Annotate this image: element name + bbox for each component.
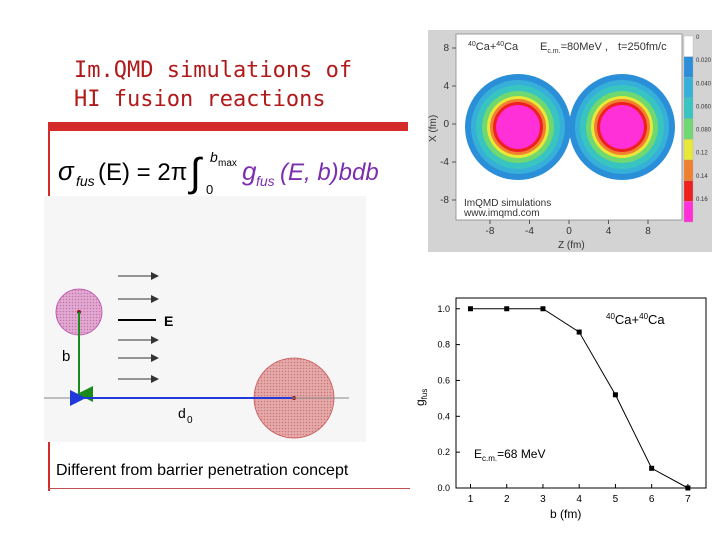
colorbar-swatch <box>683 118 694 140</box>
density-ylabel: X (fm) <box>428 115 439 142</box>
colorbar-tick-label: 0.080 <box>696 128 712 134</box>
chart-energy-label: Ec.m.=68 MeV <box>474 447 546 463</box>
time-label: t=250fm/c <box>618 41 667 53</box>
colorbar-swatch <box>683 201 694 223</box>
title-underline-bar <box>48 122 408 131</box>
colorbar-tick-label: 0.040 <box>696 81 712 87</box>
density-y-tick-label: 4 <box>443 81 449 92</box>
chart-y-tick-label: 0.6 <box>437 375 450 385</box>
chart-y-tick-label: 0.8 <box>437 340 450 350</box>
chart-data-point <box>576 329 582 335</box>
chart-y-tick-label: 1.0 <box>437 304 450 314</box>
distance-label-sub: 0 <box>187 415 193 426</box>
chart-x-tick-label: 6 <box>649 494 655 505</box>
colorbar-swatch <box>683 180 694 202</box>
chart-x-tick-label: 2 <box>504 494 510 505</box>
chart-x-tick-label: 5 <box>613 494 619 505</box>
colorbar-swatch <box>683 35 694 57</box>
chart-data-point <box>540 306 546 312</box>
fusion-probability-svg: 1 2 3 4 5 6 7 0.0 0.2 0.4 0.6 0.8 1.0 40Ca+40Ca Ec.m… <box>413 297 707 521</box>
chart-x-tick-label: 1 <box>468 494 474 505</box>
density-y-tick-label: -8 <box>440 195 449 206</box>
reaction-label: 40Ca+40Ca <box>468 41 519 53</box>
chart-x-tick-label: 3 <box>540 494 546 505</box>
chart-axis-ticks: 1 2 3 4 5 6 7 0.0 0.2 0.4 0.6 0.8 1.0 <box>437 304 691 505</box>
fusion-probability-chart: 1 2 3 4 5 6 7 0.0 0.2 0.4 0.6 0.8 1.0 40Ca+40Ca Ec.m… <box>410 296 710 524</box>
chart-legend-reaction: 40Ca+40Ca <box>606 312 665 327</box>
chart-data-point <box>649 465 655 471</box>
density-x-tick-label: -8 <box>486 226 495 237</box>
density-y-tick-label: -4 <box>440 157 449 168</box>
energy-label: E <box>164 313 173 329</box>
formula-g: g <box>242 156 257 186</box>
energy-label: Ec.m.=80MeV , <box>540 41 608 55</box>
density-y-tick-label: 8 <box>443 43 449 54</box>
simulation-credit-line-1: ImQMD simulations <box>464 198 551 209</box>
formula-g-arg: (E, b)bdb <box>280 159 379 186</box>
colorbar-swatch <box>683 97 694 119</box>
colorbar-tick-label: 0.14 <box>696 174 708 180</box>
formula-upper-limit: b <box>210 150 218 165</box>
cross-section-formula: σ fus (E) = 2π ∫ b max 0 g fus (E, b)bdb <box>58 150 379 197</box>
formula-sigma-sub: fus <box>76 173 95 189</box>
density-xlabel: Z (fm) <box>558 240 585 251</box>
chart-data-point <box>504 306 510 312</box>
chart-ylabel: gfus <box>413 389 429 406</box>
chart-x-tick-label: 4 <box>576 494 582 505</box>
colorbar-swatch <box>683 56 694 78</box>
density-x-tick-label: 4 <box>606 226 612 237</box>
slide-title: Im.QMD simulations of HI fusion reaction… <box>74 56 404 114</box>
colorbar-tick-label: 0.12 <box>696 151 708 157</box>
density-x-tick-label: -4 <box>525 226 534 237</box>
colorbar-swatch <box>683 159 694 181</box>
chart-xlabel: b (fm) <box>550 507 581 521</box>
colorbar-swatch <box>683 139 694 161</box>
colorbar-tick-label: 0.16 <box>696 197 708 203</box>
chart-data-point <box>685 485 691 491</box>
density-colorbar: 0 0.020 0.040 0.060 0.080 0.12 0.14 0.16 <box>683 35 712 223</box>
density-plot-svg: 40Ca+40Ca Ec.m.=80MeV , t=250fm/c ImQMD … <box>428 30 712 252</box>
chart-y-tick-label: 0.4 <box>437 411 450 421</box>
colorbar-tick-label: 0 <box>696 35 700 41</box>
nucleus-right <box>569 74 675 180</box>
formula-upper-limit-sub: max <box>218 158 237 169</box>
density-x-tick-label: 8 <box>645 226 651 237</box>
caption: Different from barrier penetration conce… <box>56 462 349 479</box>
simulation-credit-line-2: www.imqmd.com <box>463 208 540 219</box>
density-y-tick-label: 0 <box>443 119 449 130</box>
density-axis-ticks: -8 -4 0 4 8 8 4 0 -4 -8 <box>440 43 651 237</box>
impact-parameter-label: b <box>62 348 70 365</box>
chart-x-tick-label: 7 <box>685 494 691 505</box>
colorbar-tick-label: 0.020 <box>696 58 712 64</box>
nucleus-left-core <box>496 105 540 149</box>
chart-y-tick-label: 0.2 <box>437 447 450 457</box>
nucleus-right-core <box>600 105 644 149</box>
collision-sketch: E b d 0 <box>44 196 366 442</box>
formula-g-sub: fus <box>256 173 275 189</box>
chart-y-tick-label: 0.0 <box>437 483 450 493</box>
bottom-rule <box>48 488 410 489</box>
colorbar-tick-label: 0.060 <box>696 104 712 110</box>
colorbar-swatch <box>683 77 694 99</box>
distance-label: d <box>178 405 186 421</box>
chart-data-point <box>612 392 618 398</box>
title-line-2: HI fusion reactions <box>74 87 326 112</box>
chart-data-point <box>467 306 473 312</box>
nucleus-left <box>465 74 571 180</box>
title-line-1: Im.QMD simulations of <box>74 58 353 83</box>
chart-series-points <box>467 306 691 491</box>
density-plot: 40Ca+40Ca Ec.m.=80MeV , t=250fm/c ImQMD … <box>428 30 712 252</box>
formula-lower-limit: 0 <box>206 182 213 197</box>
collision-sketch-svg: E b d 0 <box>44 272 349 439</box>
formula-lhs-arg: (E) = 2π <box>98 159 187 186</box>
density-x-tick-label: 0 <box>566 226 572 237</box>
formula-integral-sign: ∫ <box>188 151 204 195</box>
formula-sigma: σ <box>58 156 75 186</box>
